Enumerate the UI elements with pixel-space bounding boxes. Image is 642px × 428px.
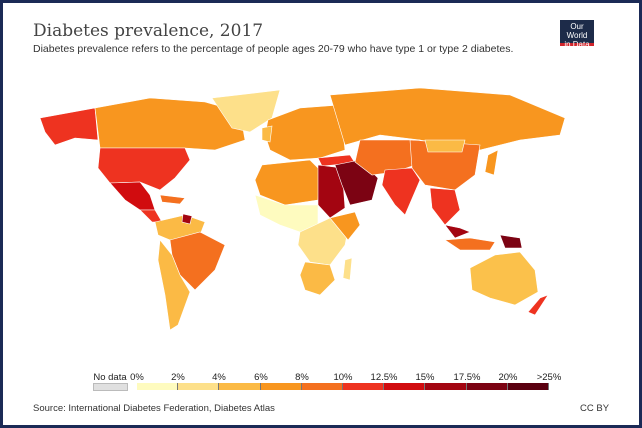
- world-map: [39, 87, 566, 331]
- region-new-zealand[interactable]: [527, 294, 549, 316]
- region-alaska[interactable]: [39, 107, 99, 146]
- region-australia[interactable]: [469, 251, 539, 306]
- region-southern-africa[interactable]: [299, 261, 336, 296]
- legend-swatch[interactable]: [301, 383, 344, 390]
- region-mexico[interactable]: [109, 181, 156, 211]
- region-japan[interactable]: [484, 149, 499, 176]
- region-usa[interactable]: [97, 147, 191, 191]
- legend-tick: 2%: [171, 372, 185, 383]
- legend-tick: 6%: [254, 372, 268, 383]
- region-mongolia[interactable]: [424, 139, 466, 153]
- legend-tick: 8%: [295, 372, 309, 383]
- region-southern-cone[interactable]: [157, 239, 191, 331]
- legend-swatch[interactable]: [137, 383, 179, 390]
- legend-tick: 15%: [415, 372, 435, 383]
- source-note: Source: International Diabetes Federatio…: [33, 403, 275, 414]
- page-subtitle: Diabetes prevalence refers to the percen…: [33, 43, 514, 55]
- owid-logo[interactable]: Our World in Data: [560, 20, 594, 49]
- region-papua-new-guinea[interactable]: [499, 234, 523, 249]
- legend-tick: 0%: [130, 372, 144, 383]
- legend-swatch[interactable]: [425, 383, 467, 390]
- legend-tick: 20%: [498, 372, 518, 383]
- region-europe[interactable]: [264, 104, 346, 161]
- legend-swatch[interactable]: [507, 383, 550, 390]
- legend-color-bar: [137, 383, 550, 390]
- legend-swatch[interactable]: [343, 383, 385, 390]
- legend-swatch[interactable]: [466, 383, 508, 390]
- region-central-america[interactable]: [139, 209, 163, 223]
- legend-swatch[interactable]: [384, 383, 426, 390]
- legend-tick: 17.5%: [453, 372, 481, 383]
- region-madagascar[interactable]: [342, 257, 353, 281]
- region-guyana[interactable]: [181, 213, 193, 225]
- region-india[interactable]: [381, 167, 421, 216]
- legend-swatch[interactable]: [260, 383, 302, 390]
- region-southeast-asia[interactable]: [429, 187, 461, 226]
- logo-line2: in Data: [564, 40, 590, 49]
- legend-tick: 12.5%: [370, 372, 398, 383]
- legend-no-data-label: No data: [93, 372, 127, 383]
- region-russia[interactable]: [329, 87, 566, 151]
- legend-tick: 10%: [333, 372, 353, 383]
- region-greenland[interactable]: [211, 89, 281, 133]
- region-malaysia[interactable]: [444, 224, 471, 239]
- legend-swatch[interactable]: [219, 383, 261, 390]
- region-indonesia[interactable]: [444, 237, 496, 251]
- region-uk[interactable]: [261, 125, 273, 143]
- legend-tick: >25%: [536, 372, 562, 383]
- region-north-africa[interactable]: [254, 159, 321, 206]
- logo-line1: Our World: [566, 22, 588, 40]
- license-link[interactable]: CC BY: [580, 403, 610, 414]
- region-east-africa[interactable]: [329, 211, 361, 241]
- page-title: Diabetes prevalence, 2017: [33, 21, 264, 41]
- legend-no-data-swatch[interactable]: [93, 383, 128, 391]
- legend-swatch[interactable]: [178, 383, 220, 390]
- region-caribbean[interactable]: [159, 194, 186, 205]
- legend-tick: 4%: [212, 372, 226, 383]
